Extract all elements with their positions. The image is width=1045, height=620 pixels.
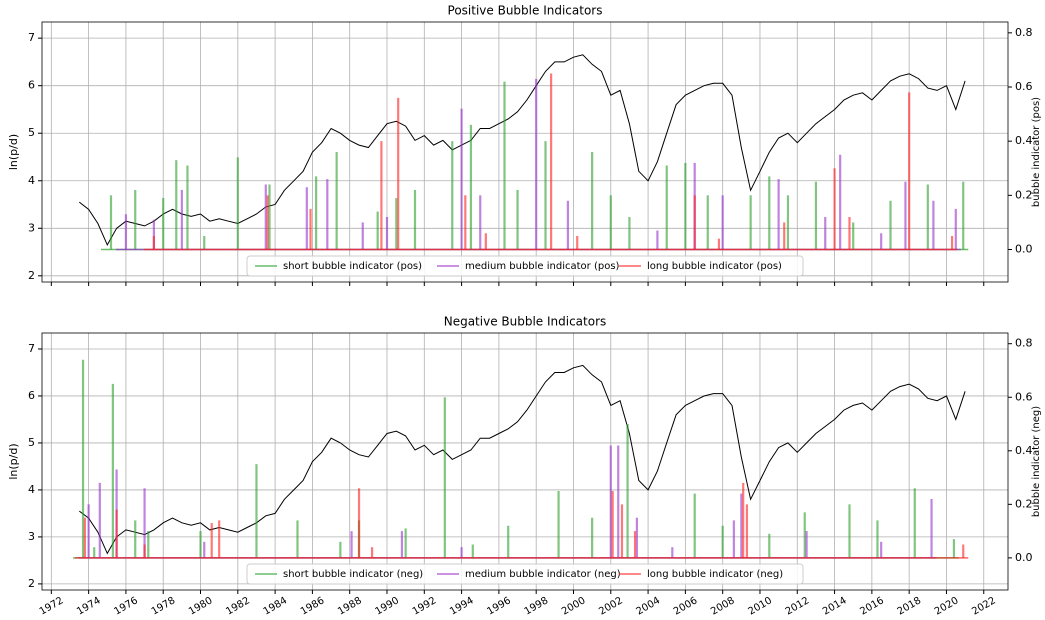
x-tick-label: 2002 [597,595,625,617]
plot-frame [41,332,1009,591]
plot-frame [41,21,1009,283]
y-tick-label: 6 [28,79,35,92]
x-tick-label: 2016 [858,595,886,617]
y-tick-label: 6 [28,389,35,402]
x-tick-label: 2022 [970,595,998,617]
y2-tick-label: 0.0 [1015,243,1033,256]
y2-tick-label: 0.2 [1015,188,1033,201]
x-tick-label: 1982 [224,595,252,617]
x-tick-label: 2000 [560,595,588,617]
x-tick-label: 1988 [336,595,364,617]
y-tick-label: 5 [28,126,35,139]
y-tick-label: 7 [28,342,35,355]
chart-title: Negative Bubble Indicators [444,315,607,329]
y-tick-label: 2 [28,577,35,590]
x-tick-label: 1972 [38,595,66,617]
x-tick-label: 2020 [933,595,961,617]
y2-tick-label: 0.4 [1015,444,1033,457]
y2-tick-label: 0.6 [1015,390,1033,403]
x-tick-label: 2004 [635,595,663,617]
legend-box [246,563,804,585]
x-tick-label: 1978 [150,595,178,617]
x-tick-label: 1986 [299,595,327,617]
y2-tick-label: 0.4 [1015,134,1033,147]
x-tick-label: 1974 [75,595,103,617]
y-tick-label: 2 [28,269,35,282]
y2-tick-label: 0.6 [1015,80,1033,93]
y-tick-label: 3 [28,221,35,234]
x-tick-label: 1976 [112,595,140,617]
price-line [78,364,966,555]
x-tick-label: 2010 [746,595,774,617]
y-axis-label: ln(p/d) [7,134,20,170]
legend-label: short bubble indicator (neg) [283,569,423,580]
chart-title: Positive Bubble Indicators [448,4,603,18]
price-line [78,54,966,247]
y2-axis-label: bubble indicator (neg) [1031,406,1042,517]
x-tick-label: 1998 [523,595,551,617]
y-tick-label: 4 [28,483,35,496]
x-tick-label: 2012 [784,595,812,617]
x-tick-label: 2006 [672,595,700,617]
y2-tick-label: 0.8 [1015,26,1033,39]
legend-label: long bubble indicator (pos) [647,261,782,272]
x-tick-label: 1992 [411,595,439,617]
x-tick-label: 1996 [485,595,513,617]
legend-label: medium bubble indicator (neg) [465,569,621,580]
legend-label: long bubble indicator (neg) [647,569,783,580]
legend-label: medium bubble indicator (pos) [465,261,620,272]
y2-tick-label: 0.8 [1015,337,1033,350]
x-tick-label: 2014 [821,595,849,617]
x-tick-label: 1994 [448,595,476,617]
y2-axis-label: bubble indicator (pos) [1031,97,1042,207]
y-tick-label: 5 [28,436,35,449]
y-tick-label: 4 [28,174,35,187]
y-tick-label: 3 [28,530,35,543]
x-tick-label: 1980 [187,595,215,617]
legend-box [246,255,804,277]
x-tick-label: 1984 [262,595,290,617]
x-tick-label: 1990 [373,595,401,617]
y2-tick-label: 0.0 [1015,551,1033,564]
legend-label: short bubble indicator (pos) [283,261,422,272]
x-tick-label: 2008 [709,595,737,617]
x-tick-label: 2018 [896,595,924,617]
y-tick-label: 7 [28,31,35,44]
y-axis-label: ln(p/d) [7,443,20,479]
y2-tick-label: 0.2 [1015,497,1033,510]
